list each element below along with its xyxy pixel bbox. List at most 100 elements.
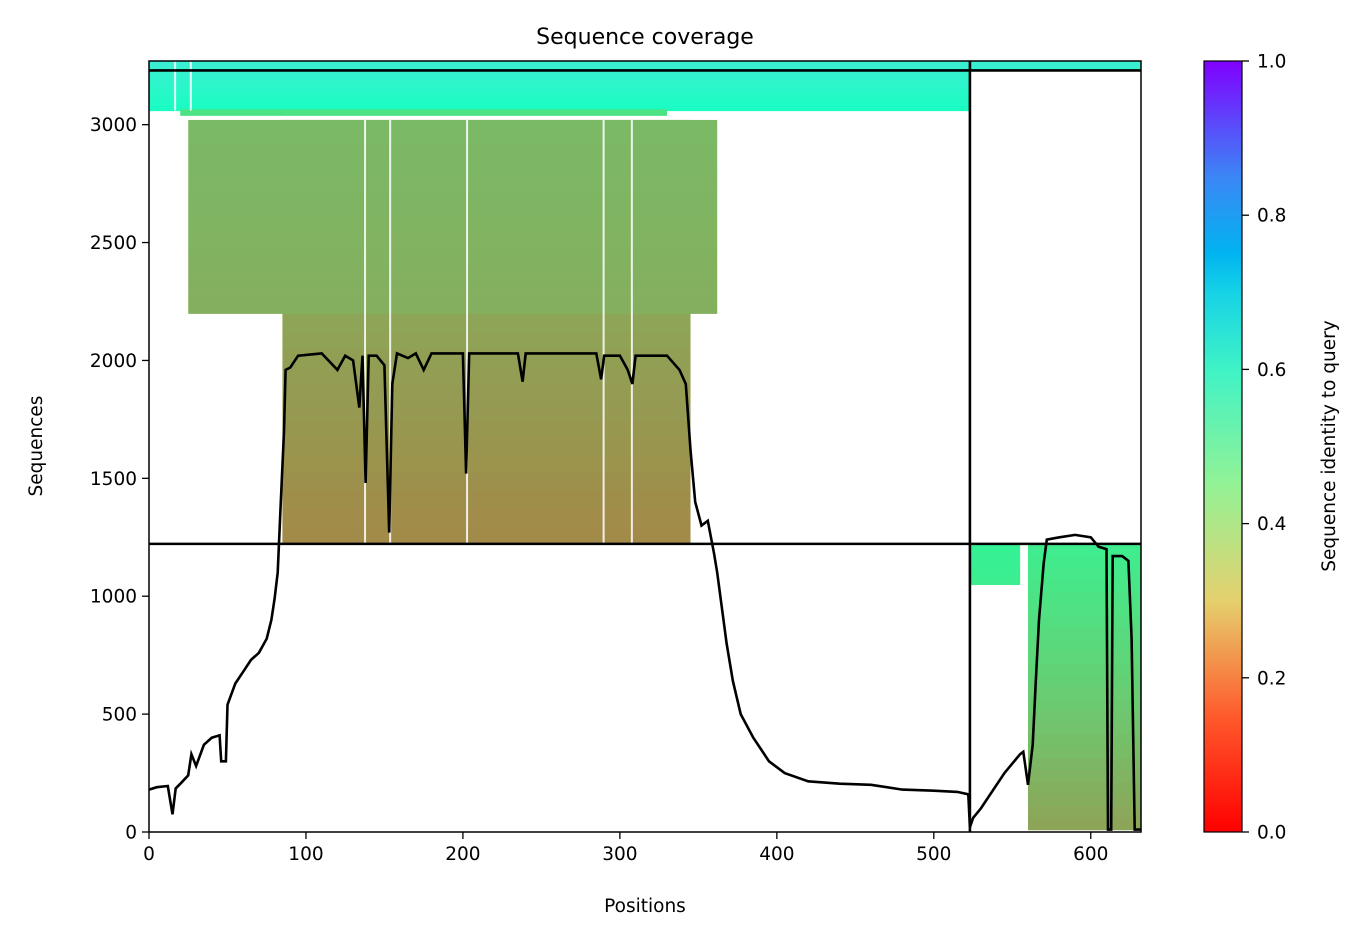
x-tick-label: 0 (143, 844, 155, 865)
coverage-band (149, 98, 970, 101)
coverage-band (188, 289, 718, 298)
coverage-band (1027, 674, 1141, 688)
coverage-band (149, 94, 970, 97)
x-axis-label: Positions (604, 896, 686, 917)
colorbar-axis: 0.0 0.2 0.4 0.6 0.8 1.0 (1242, 52, 1286, 844)
coverage-band (969, 562, 1021, 565)
coverage-band (969, 560, 1021, 564)
coverage-band (1027, 603, 1141, 616)
coverage-band (969, 554, 1021, 557)
coverage-band (188, 119, 718, 129)
coverage-band (1027, 591, 1141, 605)
coverage-band (1027, 710, 1141, 724)
coverage-band (149, 79, 970, 83)
colorbar-label: Sequence identity to query (1319, 320, 1340, 572)
coverage-band (188, 264, 718, 274)
coverage-band (282, 508, 691, 527)
coverage-band (969, 559, 1021, 562)
coverage-band (969, 582, 1021, 586)
coverage-band (1027, 722, 1141, 735)
gap-stripe (364, 119, 367, 544)
coverage-band (969, 567, 1021, 570)
coverage-band (188, 200, 718, 210)
coverage-band (149, 83, 970, 87)
coverage-band (149, 67, 970, 70)
coverage-band (188, 305, 718, 314)
coverage-band (1027, 627, 1141, 640)
x-axis: 0 100 200 300 400 500 600 (143, 832, 1108, 865)
colorbar (1203, 60, 1243, 833)
coverage-band (188, 160, 718, 169)
coverage-band (149, 63, 970, 66)
coverage-band (969, 570, 1021, 574)
coverage-band (969, 579, 1021, 582)
coverage-band (969, 565, 1021, 569)
x-tick-label: 100 (288, 844, 323, 865)
coverage-band (969, 550, 1021, 553)
coverage-band (149, 71, 970, 74)
coverage-band (149, 104, 970, 107)
coverage-band (1027, 615, 1141, 628)
y-tick-label: 2000 (90, 351, 137, 372)
colorbar-tick-label: 0.8 (1257, 206, 1286, 227)
coverage-band (1027, 734, 1141, 747)
coverage-band (149, 96, 970, 99)
y-tick-label: 1500 (90, 469, 137, 490)
coverage-band (149, 106, 970, 110)
coverage-band (149, 65, 970, 68)
coverage-band (969, 581, 1021, 584)
coverage-band (188, 232, 718, 242)
coverage-band (969, 574, 1021, 577)
coverage-band (188, 281, 718, 290)
plot-frame (148, 60, 1142, 833)
y-axis-label: Sequences (26, 396, 47, 497)
colorbar-tick-label: 0.0 (1257, 823, 1286, 844)
coverage-band (188, 184, 718, 194)
x-tick-label: 300 (602, 844, 637, 865)
coverage-band (1027, 746, 1141, 759)
coverage-band (969, 575, 1021, 579)
coverage-band (149, 61, 970, 64)
coverage-band (149, 77, 970, 81)
coverage-band (1027, 579, 1141, 593)
colorbar-tick-label: 0.4 (1257, 514, 1286, 535)
coverage-band (282, 473, 691, 492)
gap-stripe (389, 119, 392, 544)
coverage-band (969, 555, 1021, 558)
colorbar-tick-label: 0.2 (1257, 668, 1286, 689)
coverage-band (1027, 805, 1141, 819)
coverage-band (1027, 686, 1141, 700)
coverage-band (1027, 698, 1141, 712)
coverage-heatmap (149, 61, 1141, 831)
colorbar-tick-label: 0.6 (1257, 360, 1286, 381)
gap-stripes (174, 61, 633, 544)
segment-dividers (149, 61, 1141, 832)
coverage-band (188, 208, 718, 218)
coverage-band (969, 572, 1021, 575)
coverage-band (282, 420, 691, 439)
coverage-band (149, 102, 970, 105)
colorbar-tick-label: 1.0 (1257, 52, 1286, 73)
coverage-band (149, 87, 970, 91)
coverage-band (188, 297, 718, 306)
y-tick-label: 0 (125, 823, 137, 844)
x-tick-label: 400 (759, 844, 794, 865)
coverage-band (1027, 758, 1141, 771)
coverage-band (282, 331, 691, 351)
coverage-band (188, 176, 718, 185)
chart-title: Sequence coverage (536, 25, 754, 50)
coverage-band (1027, 639, 1141, 652)
coverage-band (188, 224, 718, 234)
coverage-band (188, 136, 718, 145)
coverage-band (969, 569, 1021, 572)
x-tick-label: 500 (916, 844, 951, 865)
gap-stripe (630, 119, 633, 544)
y-tick-label: 500 (102, 705, 137, 726)
coverage-band (149, 81, 970, 85)
coverage-band (1027, 543, 1141, 557)
coverage-band (969, 547, 1021, 550)
coverage-band (188, 256, 718, 266)
coverage-band (188, 128, 718, 137)
coverage-band (1027, 662, 1141, 676)
coverage-band (188, 144, 718, 153)
